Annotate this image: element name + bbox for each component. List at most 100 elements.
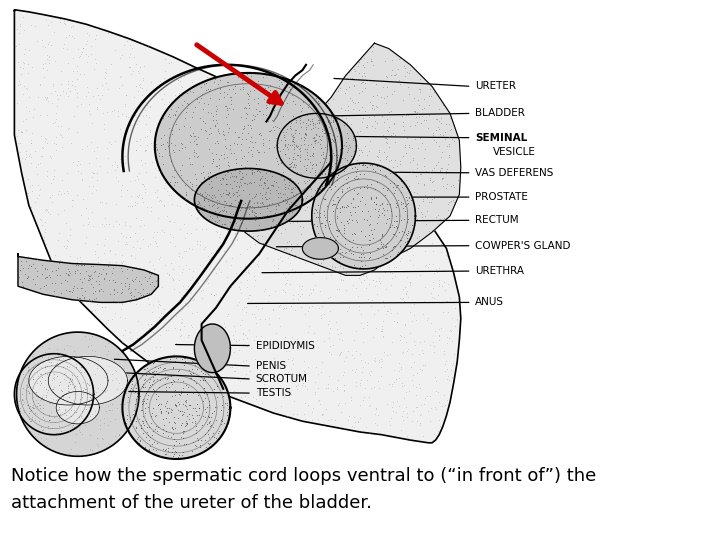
Point — [71, 293, 83, 301]
Point — [210, 290, 221, 299]
Point — [197, 80, 209, 89]
Point — [27, 353, 39, 361]
Point — [122, 240, 133, 249]
Point — [223, 400, 235, 408]
Point — [68, 53, 79, 62]
Point — [359, 63, 370, 71]
Point — [177, 265, 189, 274]
Point — [68, 34, 80, 43]
Point — [423, 227, 435, 235]
Point — [208, 200, 220, 208]
Point — [207, 265, 219, 274]
Point — [426, 226, 438, 234]
Point — [140, 370, 152, 379]
Point — [32, 361, 43, 369]
Point — [261, 168, 272, 177]
Point — [207, 213, 218, 222]
Point — [248, 222, 259, 231]
Point — [259, 178, 271, 187]
Point — [356, 207, 368, 215]
Point — [209, 193, 220, 201]
Point — [361, 215, 373, 224]
Point — [120, 389, 132, 398]
Point — [42, 399, 54, 407]
Point — [312, 111, 323, 120]
Point — [395, 159, 406, 168]
Point — [134, 222, 145, 231]
Point — [146, 158, 158, 166]
Point — [45, 41, 56, 50]
Point — [346, 350, 357, 359]
Point — [66, 444, 77, 453]
Point — [445, 326, 456, 334]
Point — [259, 285, 271, 293]
Point — [190, 407, 202, 415]
Point — [327, 94, 338, 103]
Point — [130, 423, 141, 431]
Point — [307, 143, 319, 151]
Point — [378, 148, 390, 157]
Point — [125, 384, 137, 393]
Point — [436, 402, 448, 410]
Point — [225, 145, 236, 153]
Point — [339, 134, 351, 143]
Point — [310, 246, 322, 255]
Point — [130, 400, 141, 409]
Point — [397, 225, 408, 234]
Point — [170, 301, 181, 310]
Point — [41, 65, 53, 74]
Point — [135, 421, 147, 430]
Point — [119, 314, 130, 322]
Point — [202, 134, 213, 143]
Point — [380, 172, 392, 180]
Point — [135, 284, 146, 293]
Point — [380, 255, 392, 264]
Text: EPIDIDYMIS: EPIDIDYMIS — [256, 341, 315, 350]
Point — [347, 105, 359, 113]
Point — [143, 288, 155, 297]
Point — [253, 201, 264, 210]
Point — [188, 414, 199, 423]
Point — [153, 149, 165, 158]
Point — [292, 202, 303, 211]
Point — [148, 359, 159, 367]
Point — [346, 215, 358, 224]
Point — [287, 200, 299, 208]
Point — [211, 218, 222, 227]
Point — [402, 345, 413, 354]
Point — [282, 411, 293, 420]
Point — [156, 133, 167, 142]
Point — [91, 297, 103, 306]
Point — [287, 207, 298, 216]
Point — [239, 179, 251, 187]
Point — [168, 109, 180, 117]
Point — [119, 221, 130, 230]
Point — [256, 172, 268, 181]
Point — [88, 282, 99, 291]
Point — [151, 280, 163, 289]
Polygon shape — [122, 356, 230, 459]
Point — [85, 445, 96, 454]
Point — [252, 256, 264, 265]
Point — [22, 367, 34, 376]
Point — [381, 92, 392, 100]
Point — [270, 220, 282, 228]
Point — [310, 129, 322, 138]
Point — [282, 270, 294, 279]
Point — [428, 342, 440, 350]
Point — [248, 204, 259, 213]
Point — [371, 200, 382, 208]
Point — [415, 134, 426, 143]
Point — [119, 33, 130, 42]
Point — [191, 140, 202, 149]
Point — [369, 419, 380, 428]
Point — [324, 147, 336, 156]
Point — [367, 60, 379, 69]
Point — [323, 118, 334, 126]
Point — [307, 152, 319, 161]
Point — [221, 273, 233, 281]
Point — [186, 152, 197, 160]
Point — [174, 360, 186, 369]
Point — [315, 368, 327, 376]
Point — [182, 204, 194, 213]
